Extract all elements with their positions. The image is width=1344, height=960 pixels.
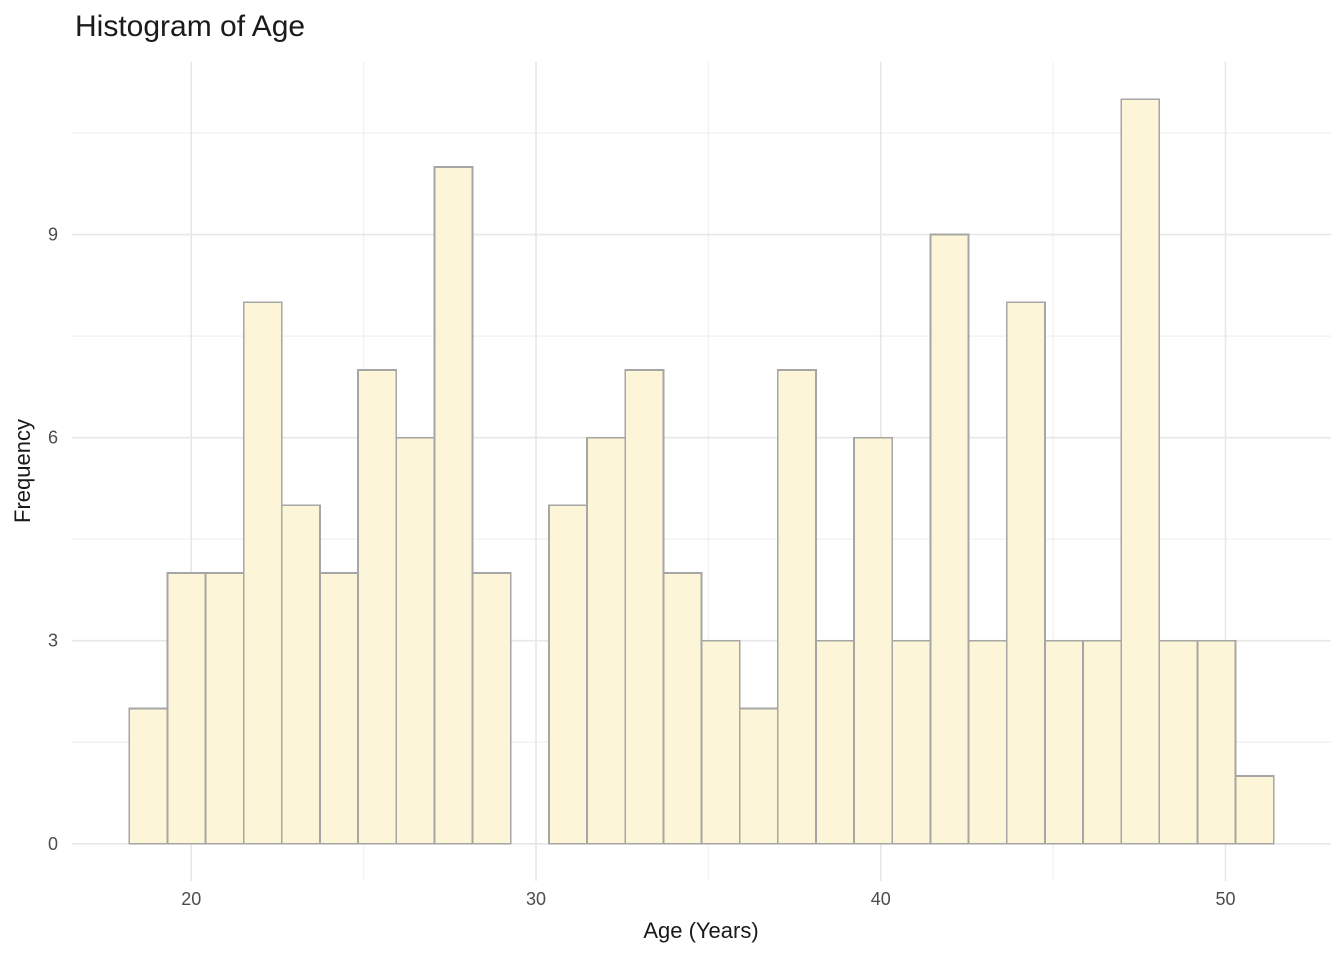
histogram-bar xyxy=(891,639,932,845)
histogram-bar xyxy=(547,504,588,845)
y-tick-label: 9 xyxy=(48,225,58,245)
histogram-bar xyxy=(128,707,169,845)
histogram-bar xyxy=(738,707,779,845)
histogram-bar xyxy=(280,504,321,845)
histogram-bar xyxy=(1234,775,1275,845)
histogram-bar xyxy=(242,301,283,845)
x-axis-title: Age (Years) xyxy=(643,918,758,943)
x-tick-label: 20 xyxy=(181,889,201,909)
histogram-bar xyxy=(319,572,360,845)
histogram-bar xyxy=(166,572,207,845)
histogram-bar xyxy=(1158,639,1199,845)
histogram-bar xyxy=(1043,639,1084,845)
histogram-bar xyxy=(815,639,856,845)
y-tick-label: 3 xyxy=(48,631,58,651)
histogram-bar xyxy=(700,639,741,845)
histogram-bar xyxy=(204,572,245,845)
histogram-bar xyxy=(624,369,665,845)
y-axis-title: Frequency xyxy=(10,419,35,523)
x-tick-label: 40 xyxy=(871,889,891,909)
histogram-bar xyxy=(357,369,398,845)
histogram-bar xyxy=(853,436,894,845)
histogram-bar xyxy=(1196,639,1237,845)
histogram-bar xyxy=(967,639,1008,845)
histogram-bar xyxy=(1005,301,1046,845)
histogram-bar xyxy=(395,436,436,845)
histogram-bar xyxy=(1120,98,1161,845)
histogram-bar xyxy=(471,572,512,845)
histogram-bar xyxy=(586,436,627,845)
y-tick-label: 6 xyxy=(48,428,58,448)
chart-title: Histogram of Age xyxy=(75,10,305,43)
histogram-bar xyxy=(929,233,970,845)
y-tick-label: 0 xyxy=(48,834,58,854)
plot-area: 0 3 6 9 20 30 40 50 xyxy=(48,62,1331,909)
x-tick-label: 50 xyxy=(1215,889,1235,909)
histogram-bar xyxy=(662,572,703,845)
histogram-bar xyxy=(1082,639,1123,845)
histogram-bar xyxy=(776,369,817,845)
histogram-bar xyxy=(433,166,474,845)
x-tick-label: 30 xyxy=(526,889,546,909)
